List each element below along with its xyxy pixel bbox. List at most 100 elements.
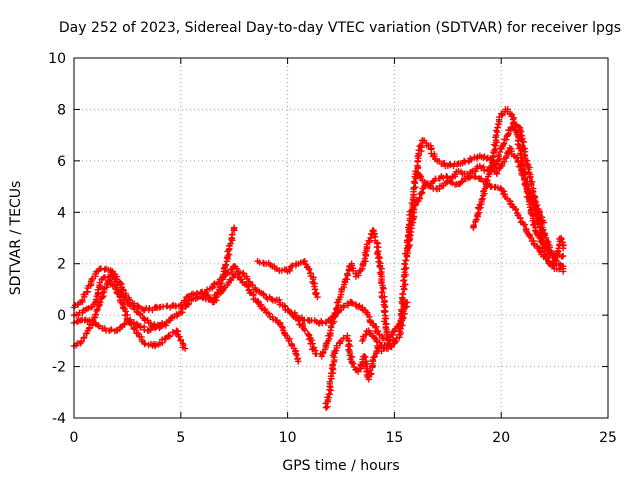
- data-point-marker: [558, 236, 565, 243]
- data-point-marker: [167, 314, 175, 322]
- data-point-marker: [392, 338, 399, 345]
- y-tick-label: 10: [48, 51, 66, 67]
- data-point-marker: [252, 286, 259, 293]
- chart-title: Day 252 of 2023, Sidereal Day-to-day VTE…: [59, 20, 621, 36]
- data-point-marker: [404, 247, 411, 255]
- data-point-marker: [210, 281, 217, 288]
- data-points: [70, 106, 567, 411]
- x-tick-label: 10: [279, 430, 297, 446]
- data-point-marker: [385, 337, 393, 344]
- data-point-marker: [233, 265, 241, 272]
- data-point-marker: [243, 281, 250, 289]
- data-point-marker: [457, 179, 465, 186]
- data-point-marker: [408, 219, 415, 226]
- data-point-marker: [431, 153, 438, 160]
- data-point-marker: [416, 194, 423, 202]
- data-point-marker: [441, 159, 448, 167]
- data-point-marker: [244, 283, 252, 290]
- data-point-marker: [371, 353, 378, 360]
- data-point-marker: [268, 295, 275, 303]
- data-point-marker: [518, 154, 525, 161]
- data-point-marker: [314, 293, 321, 301]
- data-point-marker: [537, 220, 545, 227]
- data-point-marker: [344, 270, 351, 277]
- data-point-marker: [519, 157, 526, 165]
- data-point-marker: [559, 245, 567, 252]
- data-point-marker: [79, 296, 86, 304]
- y-axis-label: SDTVAR / TECUs: [8, 181, 24, 296]
- data-point-marker: [471, 173, 478, 180]
- data-point-marker: [345, 346, 352, 353]
- data-point-marker: [381, 309, 388, 316]
- x-tick-label: 0: [70, 430, 79, 446]
- data-point-marker: [485, 170, 493, 178]
- data-point-marker: [94, 305, 101, 313]
- data-point-marker: [92, 311, 99, 319]
- data-point-marker: [87, 304, 95, 311]
- data-point-marker: [308, 336, 315, 344]
- x-tick-label: 20: [492, 430, 510, 446]
- series-track-b: [70, 265, 170, 332]
- data-point-marker: [402, 281, 409, 288]
- data-point-marker: [240, 269, 247, 277]
- data-point-marker: [228, 231, 236, 238]
- y-tick-label: -4: [52, 411, 66, 427]
- data-point-marker: [361, 353, 368, 360]
- data-point-marker: [399, 290, 406, 298]
- data-point-marker: [491, 147, 498, 154]
- data-point-marker: [376, 254, 383, 262]
- data-point-marker: [95, 323, 103, 330]
- data-point-marker: [373, 323, 380, 331]
- series-track-m: [523, 188, 567, 270]
- data-point-marker: [494, 124, 501, 131]
- data-point-marker: [136, 310, 144, 317]
- data-point-marker: [344, 302, 352, 309]
- data-point-marker: [295, 358, 302, 365]
- data-point-marker: [173, 327, 180, 334]
- data-point-marker: [426, 182, 433, 189]
- data-point-marker: [134, 330, 142, 337]
- data-point-marker: [404, 299, 411, 306]
- data-point-marker: [265, 310, 273, 317]
- data-point-marker: [472, 173, 479, 181]
- data-point-marker: [293, 351, 300, 359]
- data-point-marker: [399, 315, 407, 323]
- data-point-marker: [530, 221, 538, 228]
- data-point-marker: [495, 151, 502, 159]
- data-point-marker: [559, 252, 567, 260]
- data-point-marker: [502, 136, 510, 143]
- series-track-f: [254, 257, 321, 301]
- data-point-marker: [141, 340, 149, 348]
- data-point-marker: [80, 334, 88, 341]
- data-point-marker: [349, 300, 356, 307]
- data-point-marker: [92, 296, 100, 303]
- data-point-marker: [108, 268, 116, 276]
- data-point-marker: [332, 305, 340, 313]
- y-tick-label: 6: [57, 154, 66, 170]
- data-point-marker: [559, 263, 567, 270]
- data-point-marker: [520, 138, 527, 146]
- axis-ticks: 0 5 10 15 20 25 -4 -2 0 2 4 6 8 10: [48, 51, 617, 446]
- data-point-marker: [466, 155, 474, 162]
- data-point-marker: [377, 342, 384, 349]
- data-point-marker: [309, 340, 316, 347]
- data-point-marker: [388, 343, 395, 351]
- data-point-marker: [301, 327, 309, 334]
- data-point-marker: [521, 221, 528, 228]
- data-point-marker: [198, 293, 206, 301]
- y-tick-label: 4: [57, 205, 66, 221]
- data-point-marker: [349, 360, 357, 367]
- data-point-marker: [212, 294, 219, 302]
- data-point-marker: [215, 279, 223, 286]
- data-point-marker: [284, 306, 292, 314]
- data-point-marker: [493, 127, 500, 134]
- data-point-marker: [368, 370, 375, 377]
- data-point-marker: [333, 342, 340, 349]
- data-point-marker: [478, 196, 485, 204]
- data-point-marker: [512, 206, 520, 214]
- y-tick-label: 8: [57, 102, 66, 118]
- data-point-marker: [319, 320, 326, 327]
- data-point-marker: [151, 324, 159, 332]
- data-point-marker: [499, 141, 507, 149]
